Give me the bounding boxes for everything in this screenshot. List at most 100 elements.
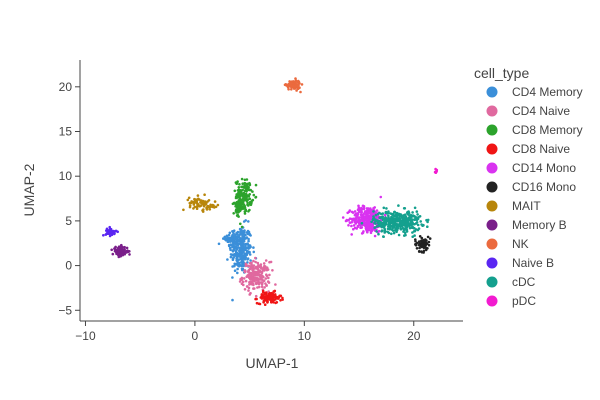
data-point (205, 207, 209, 211)
legend-item: Memory B (486, 218, 567, 232)
data-point (243, 212, 247, 215)
data-point (348, 217, 352, 220)
data-point (245, 231, 248, 234)
data-point (374, 218, 377, 221)
data-point (395, 223, 398, 227)
data-point (203, 203, 206, 207)
data-point (258, 275, 262, 278)
data-point (403, 207, 407, 210)
data-point (369, 207, 372, 210)
data-point (420, 236, 424, 240)
data-point (232, 229, 236, 232)
data-point (375, 225, 379, 228)
series-cd4-memory (217, 219, 258, 302)
data-point (246, 198, 250, 201)
data-point (418, 250, 421, 253)
data-point (211, 205, 215, 209)
data-point (236, 211, 240, 214)
data-point (249, 259, 252, 262)
data-point (357, 209, 361, 212)
data-point (350, 233, 354, 236)
data-point (373, 234, 377, 238)
data-point (299, 90, 302, 94)
data-point (237, 215, 240, 218)
data-point (391, 212, 394, 216)
data-point (234, 196, 238, 200)
data-point (248, 293, 251, 296)
data-point (372, 210, 375, 213)
legend-label: MAIT (512, 199, 541, 213)
data-point (235, 251, 239, 255)
data-point (353, 219, 357, 223)
data-point (395, 217, 399, 220)
data-point (366, 207, 370, 210)
data-point (256, 270, 260, 274)
data-point (123, 248, 126, 251)
legend-item: CD14 Mono (486, 161, 576, 175)
data-point (401, 215, 405, 218)
data-point (244, 208, 247, 211)
legend-label: CD8 Naive (512, 142, 570, 156)
data-point (275, 301, 279, 304)
data-point (381, 212, 385, 215)
data-point (252, 259, 255, 263)
data-point (247, 237, 250, 241)
data-point (367, 220, 371, 223)
legend-item: cDC (486, 275, 536, 289)
data-point (425, 242, 429, 245)
data-point (236, 203, 240, 206)
data-point (117, 255, 121, 259)
data-point (262, 262, 266, 265)
data-point (264, 259, 268, 262)
data-point (415, 210, 419, 213)
data-point (281, 296, 284, 300)
data-point (236, 235, 240, 238)
y-tick-label: 5 (65, 214, 72, 228)
data-point (247, 264, 251, 268)
data-point (428, 237, 432, 240)
data-point (243, 253, 247, 257)
data-point (352, 227, 355, 231)
data-point (416, 223, 420, 227)
legend-marker (486, 295, 498, 307)
legend-item: CD8 Naive (486, 142, 570, 156)
data-point (418, 235, 422, 238)
data-point (424, 238, 427, 241)
data-point (240, 259, 244, 263)
data-point (235, 263, 238, 266)
data-point (358, 216, 362, 219)
data-point (236, 271, 239, 275)
data-point (427, 243, 431, 247)
series-cd8-naive (254, 289, 284, 307)
data-point (435, 170, 438, 173)
data-point (396, 220, 399, 223)
data-point (367, 226, 371, 230)
series-cd8-memory (231, 177, 258, 229)
data-point (233, 235, 236, 239)
legend-item: pDC (486, 294, 536, 308)
data-point (256, 286, 259, 289)
data-point (231, 233, 234, 237)
data-point (246, 274, 249, 277)
data-point (365, 216, 369, 219)
data-point (364, 223, 367, 226)
data-point (263, 286, 266, 289)
data-point (254, 196, 257, 199)
data-point (235, 200, 239, 204)
legend-marker (486, 276, 498, 288)
data-point (386, 230, 390, 234)
data-point (243, 184, 247, 187)
legend-item: CD16 Mono (486, 180, 576, 194)
data-point (226, 258, 229, 261)
data-point (248, 181, 251, 185)
data-point (255, 281, 259, 285)
data-point (434, 167, 437, 171)
data-point (241, 280, 245, 284)
legend-marker (486, 181, 498, 193)
data-point (413, 234, 416, 237)
legend: cell_type CD4 Memory CD4 Naive CD8 Memory C… (474, 65, 583, 308)
data-point (384, 211, 388, 214)
data-point (368, 217, 372, 220)
data-point (251, 269, 255, 273)
series-naive-b (102, 225, 119, 238)
